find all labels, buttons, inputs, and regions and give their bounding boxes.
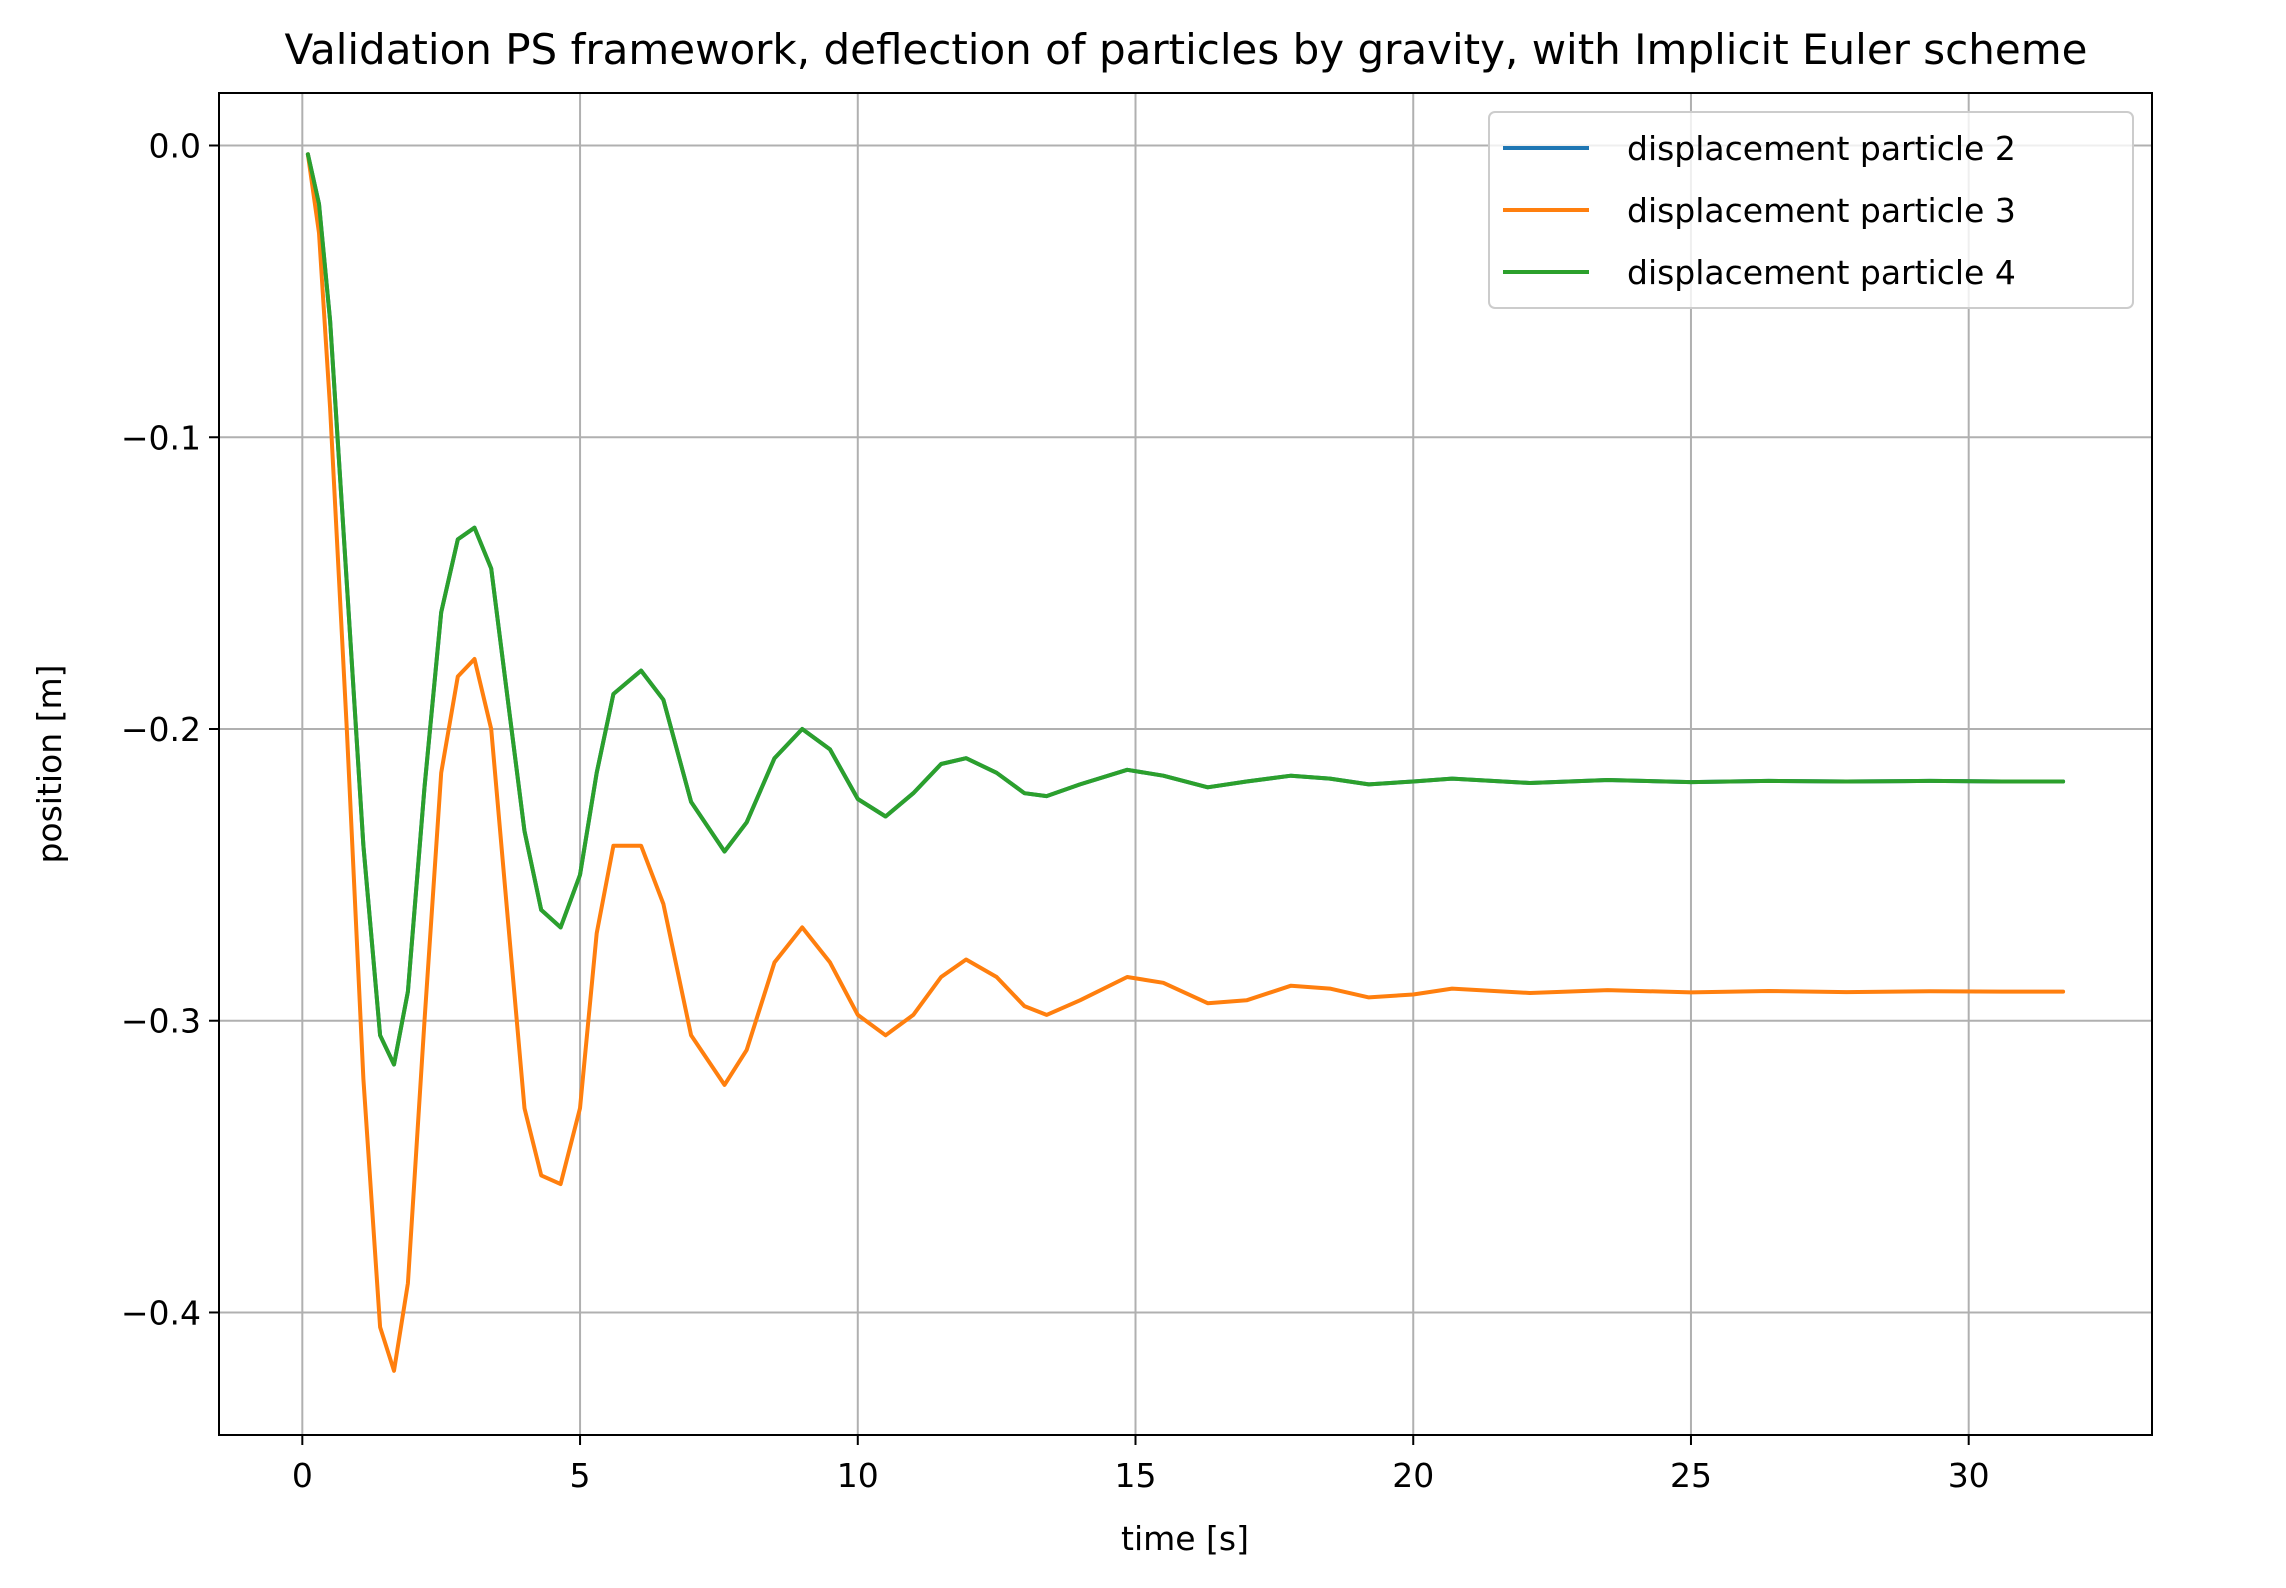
y-axis-label: position [m] [30,664,69,863]
x-tick-label: 20 [1392,1456,1434,1495]
series-line-particle-3 [305,152,2066,1373]
x-tick-label: 30 [1948,1456,1990,1495]
legend-entry-label: displacement particle 4 [1627,253,2016,292]
x-axis-label: time [s] [1121,1519,1249,1558]
y-tick-label: −0.2 [121,710,201,749]
y-tick-label: −0.1 [121,418,201,457]
x-tick-label: 0 [292,1456,313,1495]
plot-frame [218,92,2153,1436]
legend-box [1488,111,2134,309]
y-tick-label: 0.0 [149,127,201,166]
x-tick-label: 10 [837,1456,879,1495]
y-tick-label: −0.3 [121,1002,201,1041]
legend-entry-label: displacement particle 3 [1627,191,2016,230]
chart-title: Validation PS framework, deflection of p… [284,25,2087,74]
x-tick-label: 25 [1670,1456,1712,1495]
y-axis-ticks: 0.0 −0.1 −0.2 −0.3 −0.4 [121,127,219,1332]
series-group [305,152,2066,1373]
legend: displacement particle 2 displacement part… [1488,111,2134,309]
y-tick-label: −0.4 [121,1293,201,1332]
x-tick-label: 15 [1115,1456,1157,1495]
x-axis-ticks: 0 5 10 15 20 25 30 [292,1435,1990,1495]
series-line-particle-4 [305,152,2066,1067]
grid [219,93,2152,1435]
legend-entry-label: displacement particle 2 [1627,129,2016,168]
x-tick-label: 5 [570,1456,591,1495]
